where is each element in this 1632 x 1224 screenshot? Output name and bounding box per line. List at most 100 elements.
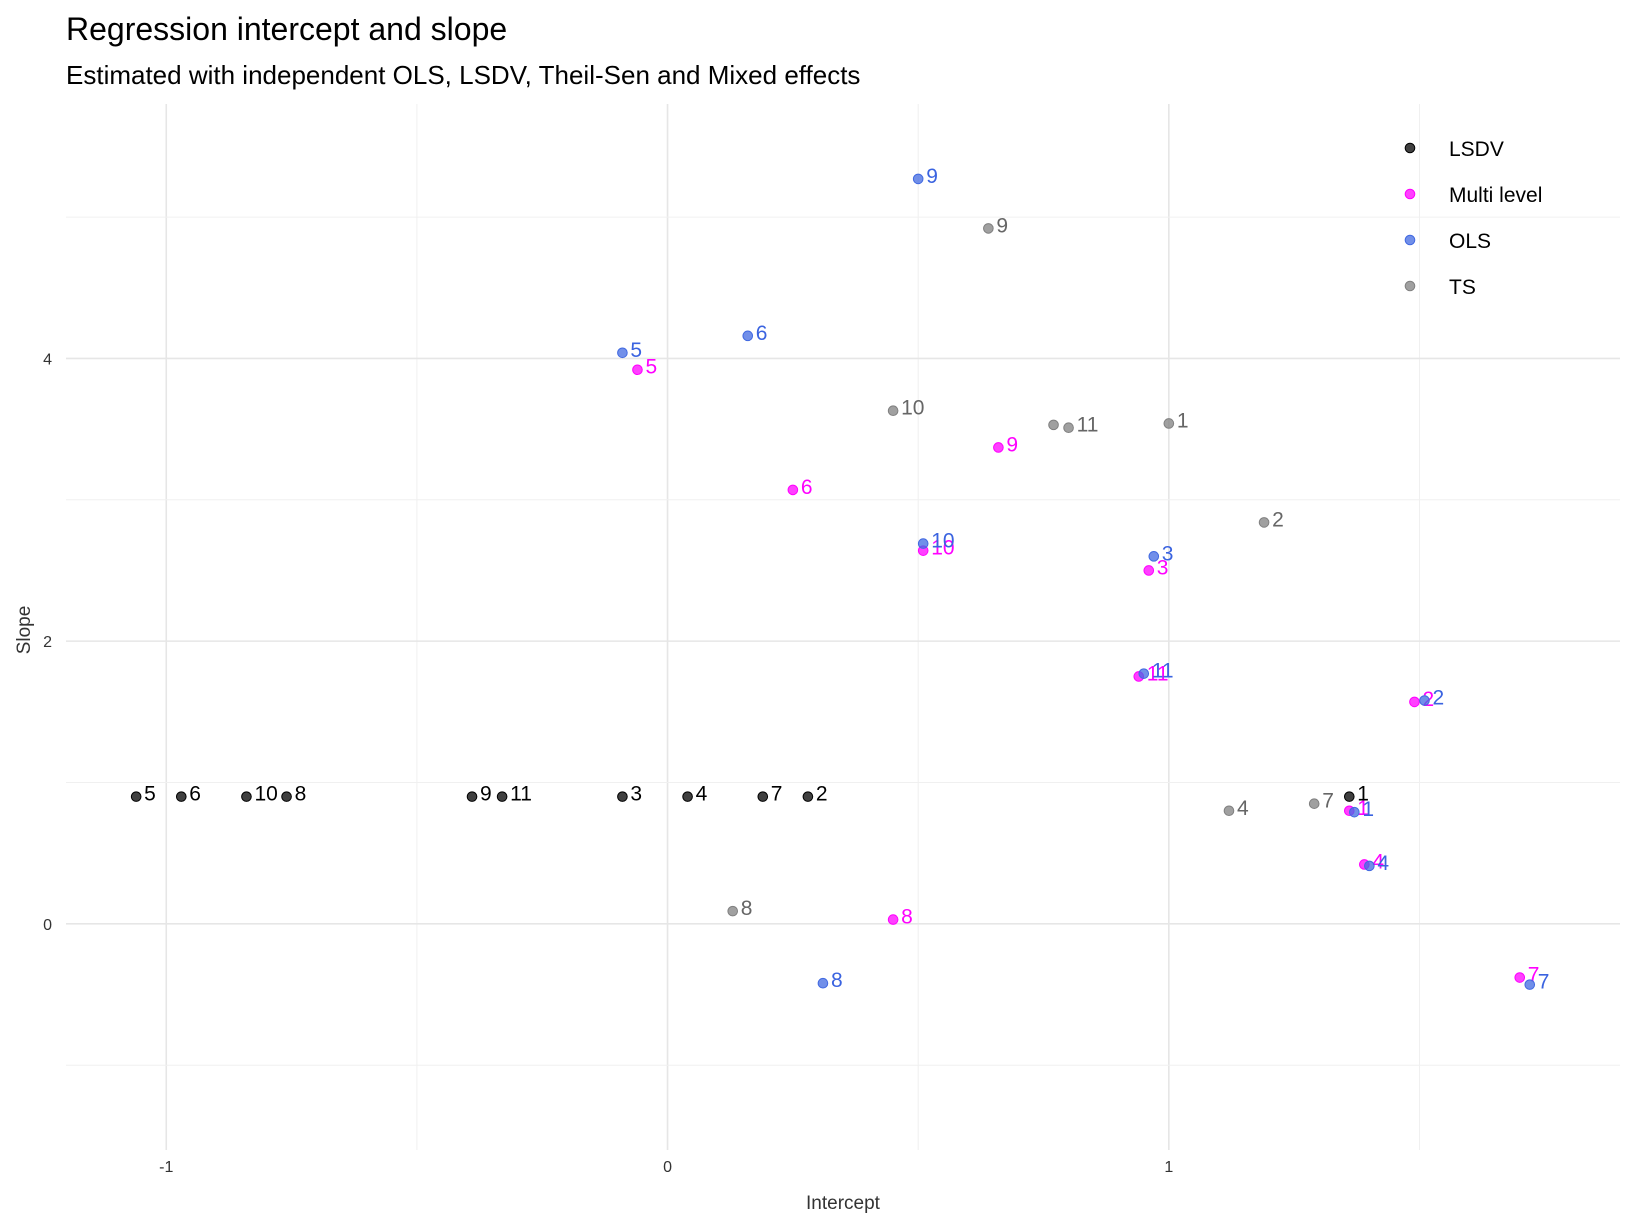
data-point bbox=[175, 791, 187, 802]
point-label: 3 bbox=[1157, 556, 1169, 579]
point-label: 6 bbox=[801, 476, 813, 499]
data-point bbox=[632, 364, 643, 376]
point-label: 9 bbox=[926, 165, 938, 188]
point-label: 11 bbox=[1152, 660, 1174, 683]
data-point bbox=[1223, 805, 1235, 817]
data-point bbox=[1349, 806, 1360, 818]
legend-label: LSDV bbox=[1449, 138, 1504, 161]
data-point bbox=[130, 791, 142, 802]
point-label: 10 bbox=[931, 537, 954, 560]
point-label: 7 bbox=[1322, 790, 1334, 813]
point-label: 11 bbox=[1077, 414, 1099, 437]
point-label: 11 bbox=[1147, 662, 1169, 685]
data-point bbox=[1344, 791, 1355, 802]
data-points: 5 6 10 8 9 11 3 4 7 2 1 5 6 10 9 3 11 2 1 4 8 7 9 5 6 10 3 11 2 1 4 8 7 9… bbox=[130, 165, 1550, 994]
point-label: 4 bbox=[1372, 850, 1384, 873]
data-point bbox=[983, 223, 994, 234]
point-label: 9 bbox=[996, 214, 1008, 237]
data-point bbox=[1514, 972, 1526, 983]
data-point bbox=[887, 914, 899, 925]
point-label: 1 bbox=[1177, 409, 1189, 432]
point-label: 11 bbox=[510, 783, 532, 806]
data-point bbox=[742, 330, 754, 342]
data-point bbox=[617, 347, 628, 359]
point-label: 6 bbox=[189, 783, 201, 806]
point-label: 3 bbox=[630, 783, 642, 806]
point-label: 4 bbox=[1377, 852, 1389, 875]
point-label: 1 bbox=[1357, 797, 1369, 820]
data-point bbox=[1258, 517, 1270, 528]
point-label: 8 bbox=[831, 969, 843, 992]
data-point bbox=[496, 791, 508, 802]
point-label: 1 bbox=[1357, 783, 1369, 806]
data-point bbox=[1048, 419, 1059, 431]
point-label: 10 bbox=[931, 530, 954, 553]
data-point bbox=[727, 905, 739, 917]
data-point bbox=[241, 791, 252, 802]
data-point bbox=[787, 484, 799, 496]
point-label: 10 bbox=[254, 783, 277, 806]
legend-key bbox=[1404, 234, 1416, 246]
data-point bbox=[993, 442, 1004, 453]
data-point bbox=[1063, 422, 1074, 433]
point-label: 2 bbox=[1432, 687, 1444, 710]
legend-label: OLS bbox=[1449, 230, 1491, 253]
point-label: 7 bbox=[771, 783, 783, 806]
legend-key bbox=[1404, 188, 1416, 200]
data-point bbox=[817, 977, 829, 989]
data-point bbox=[917, 538, 929, 549]
point-label: 7 bbox=[1538, 971, 1550, 994]
point-label: 2 bbox=[816, 783, 828, 806]
x-tick-label: 1 bbox=[1164, 1159, 1173, 1176]
data-point bbox=[682, 791, 693, 802]
tick-labels: -1 0 10 2 4 bbox=[43, 351, 1173, 1176]
data-point bbox=[1148, 551, 1160, 562]
chart-subtitle: Estimated with independent OLS, LSDV, Th… bbox=[66, 60, 860, 90]
point-label: 5 bbox=[630, 339, 642, 362]
point-label: 7 bbox=[1528, 964, 1540, 987]
x-tick-label: -1 bbox=[159, 1159, 173, 1176]
point-label: 5 bbox=[144, 783, 156, 806]
data-point bbox=[802, 791, 814, 802]
x-tick-label: 0 bbox=[663, 1159, 672, 1176]
data-point bbox=[757, 791, 769, 802]
x-axis-title: Intercept bbox=[806, 1193, 881, 1214]
point-label: 8 bbox=[901, 906, 913, 929]
legend-label: TS bbox=[1449, 276, 1476, 299]
legend-key bbox=[1404, 280, 1416, 292]
data-point bbox=[1524, 979, 1536, 990]
legend-key bbox=[1404, 142, 1416, 154]
data-point bbox=[617, 791, 628, 802]
point-label: 9 bbox=[480, 783, 492, 806]
data-point bbox=[1409, 696, 1420, 708]
chart-title: Regression intercept and slope bbox=[66, 11, 507, 47]
data-point bbox=[1419, 695, 1430, 706]
data-point bbox=[1138, 668, 1150, 679]
data-point bbox=[1364, 860, 1375, 872]
point-label: 1 bbox=[1362, 798, 1374, 821]
data-point bbox=[1163, 418, 1175, 429]
point-label: 8 bbox=[741, 897, 753, 920]
point-label: 10 bbox=[901, 397, 924, 420]
point-label: 6 bbox=[756, 322, 768, 345]
point-label: 8 bbox=[295, 783, 307, 806]
point-label: 4 bbox=[1237, 797, 1249, 820]
point-label: 9 bbox=[1006, 433, 1018, 456]
point-label: 2 bbox=[1272, 508, 1284, 531]
y-tick-label: 4 bbox=[43, 351, 52, 368]
grid bbox=[66, 104, 1620, 1150]
series-lsdv: 5 6 10 8 9 11 3 4 7 2 1 bbox=[130, 783, 1369, 806]
y-axis-title: Slope bbox=[14, 606, 35, 655]
point-label: 4 bbox=[696, 783, 708, 806]
y-tick-label: 2 bbox=[43, 634, 52, 651]
data-point bbox=[1308, 798, 1320, 809]
legend: LSDV Multi level OLS TS bbox=[1404, 138, 1542, 299]
legend-label: Multi level bbox=[1449, 184, 1542, 207]
point-label: 5 bbox=[645, 356, 657, 379]
data-point bbox=[887, 405, 899, 417]
data-point bbox=[912, 173, 924, 185]
